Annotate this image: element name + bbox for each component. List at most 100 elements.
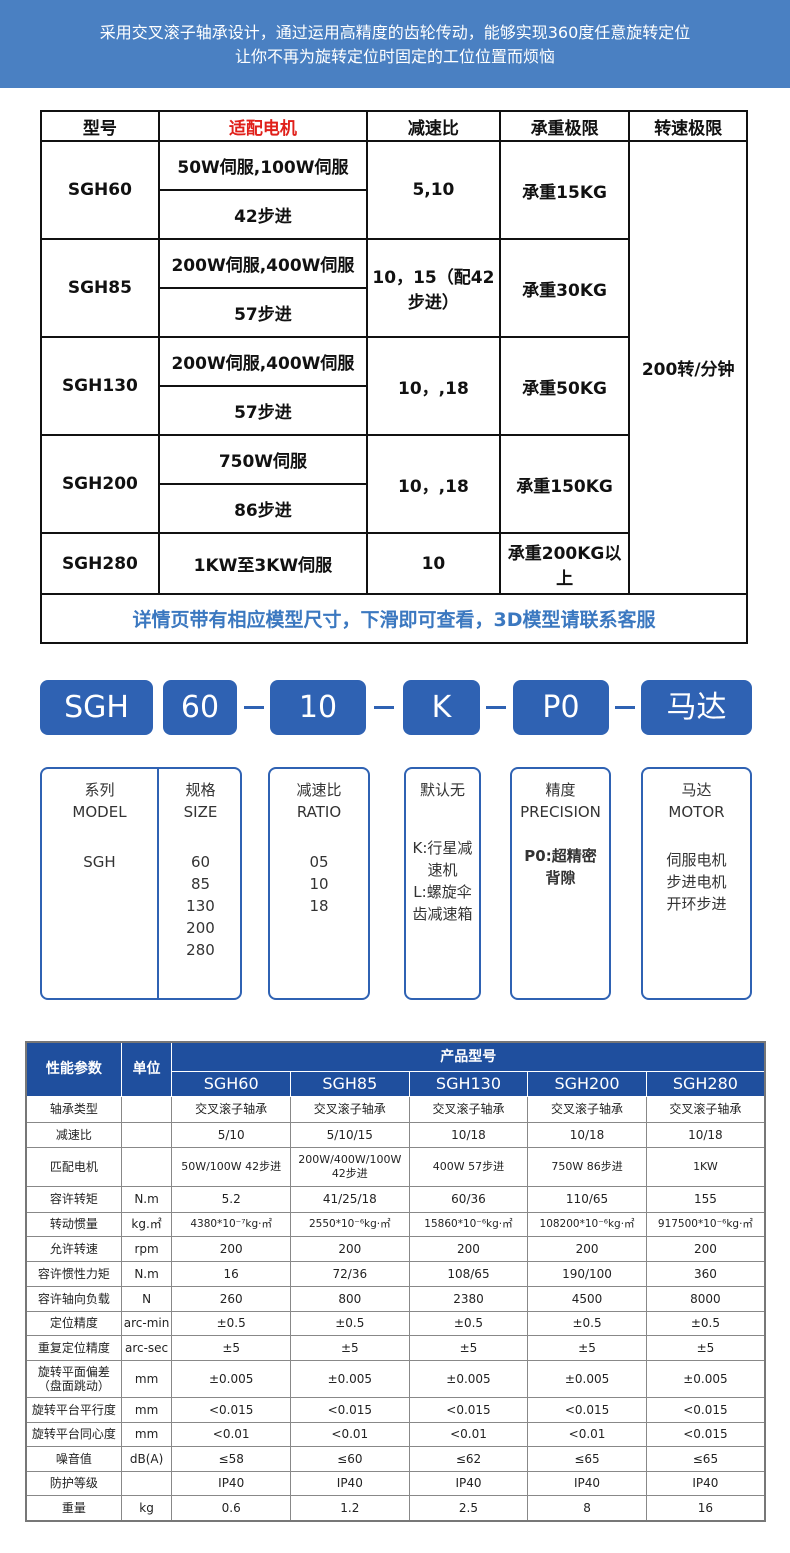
size-en: SIZE bbox=[183, 803, 218, 821]
model-header: SGH85 bbox=[289, 1070, 410, 1097]
unit-cell: rpm bbox=[120, 1235, 173, 1262]
ratio-value: 05 bbox=[309, 853, 329, 871]
ratio-values: 05 10 18 bbox=[270, 851, 368, 917]
param-cell: 旋转平台同心度 bbox=[25, 1421, 122, 1447]
models-header: 产品型号 bbox=[171, 1041, 766, 1072]
table-row: SGH130 200W伺服,400W伺服 10，,18 承重50KG bbox=[40, 336, 747, 436]
value-cell: 交叉滚子轴承 bbox=[645, 1095, 766, 1123]
value-cell: 4500 bbox=[527, 1285, 647, 1312]
value-cell: 10/18 bbox=[527, 1121, 647, 1148]
legend-precision: 精度 PRECISION P0:超精密背隙 bbox=[510, 767, 611, 1000]
value-cell: 15860*10⁻⁶kg·㎡ bbox=[408, 1211, 529, 1237]
motor-cell: 1KW至3KW伺服 bbox=[157, 532, 369, 595]
value-cell: ≤58 bbox=[171, 1445, 291, 1472]
value-cell: IP40 bbox=[645, 1470, 766, 1496]
param-cell: 匹配电机 bbox=[25, 1146, 122, 1187]
unit-cell: kg bbox=[120, 1494, 173, 1522]
model-cell: SGH85 bbox=[40, 238, 160, 338]
code-ratio: 10 bbox=[270, 680, 366, 735]
value-cell: 1.2 bbox=[289, 1494, 410, 1522]
unit-cell: mm bbox=[120, 1396, 173, 1423]
value-cell: 155 bbox=[645, 1185, 766, 1213]
value-cell: 交叉滚子轴承 bbox=[527, 1095, 647, 1123]
header-cell: 转速极限 bbox=[628, 110, 748, 142]
model-header: SGH200 bbox=[527, 1070, 647, 1097]
unit-cell: dB(A) bbox=[120, 1445, 173, 1472]
value-cell: 200 bbox=[645, 1235, 766, 1262]
ratio-title: 减速比 bbox=[296, 781, 342, 799]
value-cell: 2550*10⁻⁶kg·㎡ bbox=[289, 1211, 410, 1237]
header-cell: 适配电机 bbox=[157, 110, 369, 142]
header-cell: 承重极限 bbox=[498, 110, 631, 142]
value-cell: <0.01 bbox=[527, 1421, 647, 1447]
header-row: 性能参数 单位 产品型号 bbox=[25, 1041, 766, 1097]
value-cell: ±5 bbox=[527, 1334, 647, 1361]
ratio-cell: 5,10 bbox=[366, 140, 501, 240]
model-cell: SGH130 bbox=[40, 336, 160, 436]
motor-cell: 86步进 bbox=[157, 483, 369, 534]
value-cell: ±0.5 bbox=[171, 1310, 291, 1336]
unit-cell: N.m bbox=[120, 1260, 173, 1287]
unit-header: 单位 bbox=[120, 1041, 173, 1097]
spec-row: 旋转平面偏差（盘面跳动） mm ±0.005 ±0.005 ±0.005 ±0.005 ±0… bbox=[25, 1359, 766, 1398]
value-cell: 360 bbox=[645, 1260, 766, 1287]
size-value: 85 bbox=[190, 875, 211, 893]
value-cell: 交叉滚子轴承 bbox=[408, 1095, 529, 1123]
model-header: SGH60 bbox=[171, 1070, 291, 1097]
load-cell: 承重30KG bbox=[498, 238, 631, 338]
value-cell: ±5 bbox=[171, 1334, 291, 1361]
unit-cell: mm bbox=[120, 1421, 173, 1447]
param-cell: 定位精度 bbox=[25, 1310, 122, 1336]
value-cell: ±0.005 bbox=[645, 1359, 766, 1398]
value-cell: 2.5 bbox=[408, 1494, 529, 1522]
value-cell: <0.01 bbox=[408, 1421, 529, 1447]
top-banner: 采用交叉滚子轴承设计，通过运用高精度的齿轮传动，能够实现360度任意旋转定位 让… bbox=[0, 0, 790, 88]
size-value: 60 bbox=[190, 853, 211, 871]
header-row: 型号 适配电机 减速比 承重极限 转速极限 bbox=[40, 110, 748, 142]
table-row: SGH200 750W伺服 10，,18 承重150KG bbox=[40, 434, 747, 534]
code-dash bbox=[615, 706, 635, 709]
param-header: 性能参数 bbox=[25, 1041, 122, 1097]
series-title: 系列 bbox=[84, 781, 115, 799]
param-cell: 容许转矩 bbox=[25, 1185, 122, 1213]
banner-line-1: 采用交叉滚子轴承设计，通过运用高精度的齿轮传动，能够实现360度任意旋转定位 bbox=[99, 23, 691, 42]
value-cell: ≤60 bbox=[289, 1445, 410, 1472]
spec-row: 旋转平台同心度 mm <0.01 <0.01 <0.01 <0.01 <0.015 bbox=[25, 1421, 766, 1447]
param-cell: 轴承类型 bbox=[25, 1095, 122, 1123]
type-value: L:螺旋伞齿减速箱 bbox=[412, 883, 473, 923]
spec-row: 匹配电机 50W/100W 42步进 200W/400W/100W 42步进 400W… bbox=[25, 1146, 766, 1187]
value-cell: 8000 bbox=[645, 1285, 766, 1312]
table-row: 57步进 bbox=[41, 385, 747, 436]
value-cell: IP40 bbox=[171, 1470, 291, 1496]
value-cell: 0.6 bbox=[171, 1494, 291, 1522]
ratio-cell: 10 bbox=[366, 532, 501, 595]
motor-cell: 57步进 bbox=[157, 287, 369, 338]
spec-row: 重量 kg 0.6 1.2 2.5 8 16 bbox=[25, 1494, 766, 1522]
banner-line-2: 让你不再为旋转定位时固定的工位位置而烦恼 bbox=[234, 47, 555, 66]
param-cell: 重复定位精度 bbox=[25, 1334, 122, 1361]
value-cell: <0.015 bbox=[527, 1396, 647, 1423]
spec-row: 容许轴向负载 N 260 800 2380 4500 8000 bbox=[25, 1285, 766, 1312]
value-cell: 16 bbox=[645, 1494, 766, 1522]
value-cell: ±0.5 bbox=[527, 1310, 647, 1336]
spec-row: 减速比 5/10 5/10/15 10/18 10/18 10/18 bbox=[25, 1121, 766, 1148]
load-cell: 承重150KG bbox=[498, 434, 631, 534]
param-cell: 重量 bbox=[25, 1494, 122, 1522]
series-value: SGH bbox=[83, 853, 116, 871]
param-cell: 噪音值 bbox=[25, 1445, 122, 1472]
ratio-cell: 10，,18 bbox=[366, 336, 501, 436]
model-header: SGH280 bbox=[645, 1070, 766, 1097]
value-cell: <0.01 bbox=[171, 1421, 291, 1447]
value-cell: 108200*10⁻⁶kg·㎡ bbox=[527, 1211, 647, 1237]
table-row: 57步进 bbox=[41, 287, 747, 338]
load-cell: 承重15KG bbox=[498, 140, 631, 240]
value-cell: 4380*10⁻⁷kg·㎡ bbox=[171, 1211, 291, 1237]
ratio-value: 10 bbox=[309, 875, 329, 893]
model-cell: SGH280 bbox=[40, 532, 160, 595]
header-cell: 型号 bbox=[40, 110, 160, 142]
type-value: K:行星减速机 bbox=[412, 839, 473, 879]
motor-value: 伺服电机 bbox=[666, 851, 727, 869]
code-dash bbox=[244, 706, 264, 709]
unit-cell: arc-sec bbox=[120, 1334, 173, 1361]
spec-row: 噪音值 dB(A) ≤58 ≤60 ≤62 ≤65 ≤65 bbox=[25, 1445, 766, 1472]
